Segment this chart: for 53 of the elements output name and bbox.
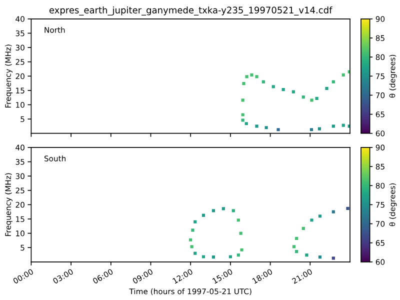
point [255, 124, 258, 128]
point [239, 232, 242, 235]
point [292, 245, 296, 248]
point [310, 98, 314, 102]
point [318, 214, 322, 218]
point [236, 253, 240, 257]
point [244, 122, 248, 126]
point [310, 128, 314, 132]
point [262, 80, 265, 84]
point [302, 226, 305, 230]
point [318, 127, 321, 130]
point [212, 255, 215, 259]
point [202, 255, 206, 258]
point [305, 253, 308, 257]
point [346, 206, 350, 210]
point [295, 250, 298, 254]
point [295, 236, 298, 240]
point [240, 248, 244, 252]
point [315, 96, 318, 100]
point [241, 113, 244, 116]
point [342, 73, 345, 77]
point [250, 73, 254, 77]
point [332, 124, 335, 128]
point [302, 95, 305, 99]
point [190, 245, 194, 248]
point [282, 88, 285, 92]
point [292, 90, 295, 94]
point [332, 210, 335, 214]
point [241, 118, 244, 122]
point [241, 98, 244, 102]
point [189, 238, 192, 242]
point [212, 209, 215, 212]
point [242, 82, 246, 86]
point [310, 218, 314, 222]
point [245, 75, 248, 78]
chart-title: expres_earth_jupiter_ganymede_txka-y235_19970521_v14.cdf [49, 6, 332, 16]
point [272, 85, 275, 88]
point [332, 256, 335, 260]
point [325, 86, 328, 90]
point [264, 126, 268, 130]
point [228, 255, 232, 258]
point [236, 218, 240, 222]
point [194, 252, 197, 255]
point [255, 75, 258, 78]
point [318, 255, 322, 259]
point [222, 207, 225, 210]
point [232, 209, 235, 212]
point [276, 128, 280, 132]
point [194, 220, 197, 224]
point [202, 214, 206, 217]
point [191, 228, 194, 232]
point [342, 124, 345, 127]
point [332, 80, 335, 84]
